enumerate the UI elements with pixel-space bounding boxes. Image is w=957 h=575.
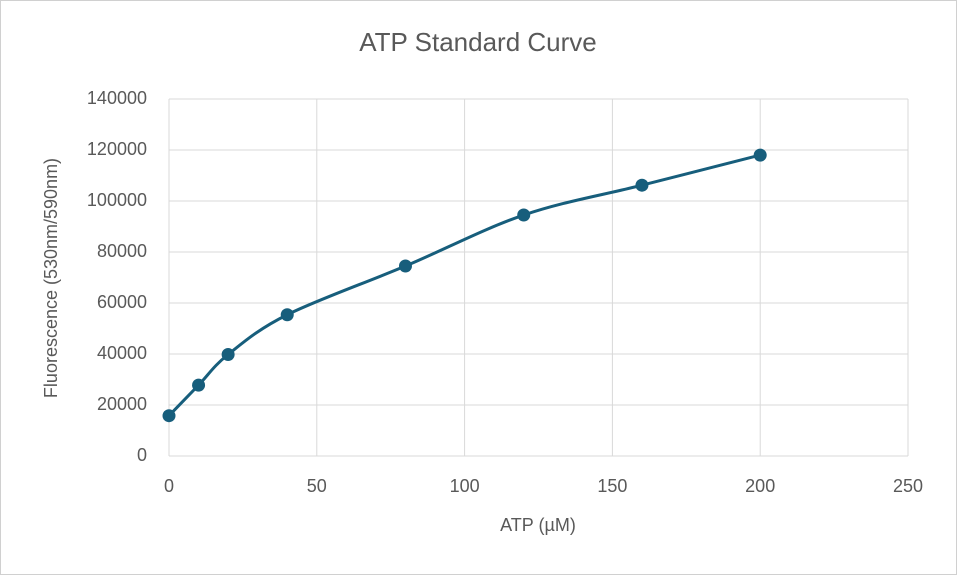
- y-tick-label: 100000: [87, 190, 147, 210]
- x-tick-label: 0: [164, 476, 174, 496]
- data-point: [635, 178, 649, 192]
- y-tick-label: 120000: [87, 139, 147, 159]
- y-tick-label: 80000: [97, 241, 147, 261]
- data-point: [162, 409, 176, 423]
- data-point: [280, 308, 294, 322]
- data-point: [753, 148, 767, 162]
- chart-title: ATP Standard Curve: [359, 27, 597, 57]
- x-tick-label: 100: [450, 476, 480, 496]
- x-tick-label: 250: [893, 476, 923, 496]
- data-point: [398, 259, 412, 273]
- data-point: [192, 378, 206, 392]
- x-tick-label: 150: [597, 476, 627, 496]
- y-axis-title: Fluorescence (530nm/590nm): [41, 158, 61, 398]
- y-tick-label: 20000: [97, 394, 147, 414]
- x-axis-title: ATP (µM): [500, 515, 576, 535]
- x-tick-label: 200: [745, 476, 775, 496]
- y-tick-label: 60000: [97, 292, 147, 312]
- data-point: [221, 348, 235, 362]
- y-tick-label: 140000: [87, 88, 147, 108]
- y-tick-label: 0: [137, 445, 147, 465]
- x-tick-label: 50: [307, 476, 327, 496]
- data-point: [517, 208, 531, 222]
- y-tick-label: 40000: [97, 343, 147, 363]
